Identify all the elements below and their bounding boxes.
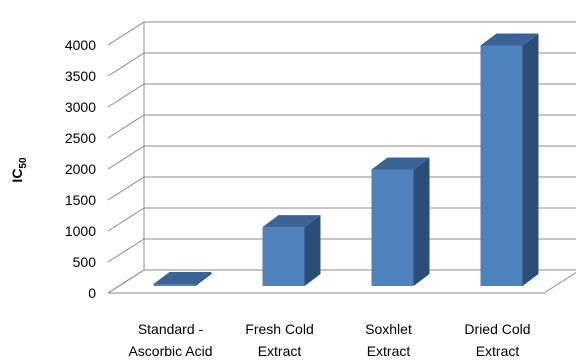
bar-front: [153, 284, 196, 286]
bar-front: [371, 169, 414, 286]
bar-top: [371, 157, 430, 170]
bar-top: [262, 215, 321, 228]
bar: [371, 157, 430, 286]
bar-side: [522, 33, 539, 286]
bar-front: [480, 45, 523, 286]
y-tick-label: 2000: [65, 161, 96, 177]
y-tick-label: 500: [73, 254, 97, 270]
bar-side: [413, 157, 430, 286]
y-tick-label: 1500: [65, 192, 96, 208]
y-tick-label: 3500: [65, 68, 96, 84]
bar-side: [195, 272, 212, 286]
y-tick-label: 1000: [65, 223, 96, 239]
bar: [262, 215, 321, 286]
y-tick-label: 3000: [65, 99, 96, 115]
y-axis-title-subscript: 50: [18, 157, 29, 169]
x-category-label-line: Dried Cold: [464, 321, 530, 337]
floor-edge: [108, 271, 576, 294]
x-category-label-line: Extract: [476, 343, 520, 359]
y-tick-label: 0: [88, 285, 96, 301]
y-tick-label: 2500: [65, 130, 96, 146]
y-tick-label: 4000: [65, 37, 96, 53]
x-category-label-line: Soxhlet: [365, 321, 412, 337]
x-category-label: Standard - Ascorbic Acid: [128, 321, 212, 359]
bar: [153, 272, 212, 286]
bar-top: [153, 272, 212, 284]
x-category-label: Fresh Cold Extract: [245, 321, 313, 359]
bar-side: [304, 215, 321, 286]
x-category-label-line: Fresh Cold: [245, 321, 313, 337]
y-axis-title-main: IC: [9, 169, 25, 183]
x-category-label-line: Ascorbic Acid: [128, 343, 212, 359]
grid: [107, 21, 576, 294]
x-category-label-line: Extract: [258, 343, 302, 359]
bar-top: [480, 33, 539, 46]
x-category-label-line: Standard -: [138, 321, 204, 337]
bars: [153, 33, 539, 286]
bar: [480, 33, 539, 286]
y-axis-title: IC50: [9, 157, 29, 183]
x-category-label-line: Extract: [367, 343, 411, 359]
bar-front: [262, 227, 305, 286]
x-category-label: Dried Cold Extract: [464, 321, 530, 359]
x-category-label: Soxhlet Extract: [365, 321, 412, 359]
y-axis-ticks: 0 500 1000 1500 2000 2500 3000 3500 4000: [65, 37, 96, 301]
x-axis-labels: Standard - Ascorbic Acid Fresh Cold Extract…: [128, 321, 530, 359]
